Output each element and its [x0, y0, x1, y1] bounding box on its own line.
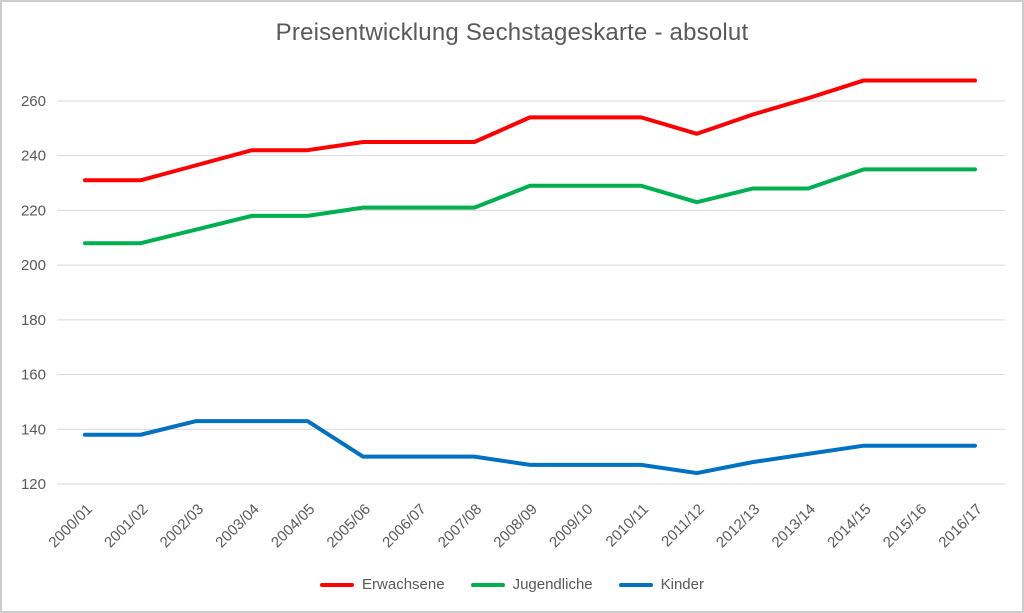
x-tick-label-2000-01: 2000/01: [45, 501, 95, 551]
legend-label-kinder: Kinder: [660, 576, 704, 593]
x-tick-label-2005-06: 2005/06: [324, 501, 374, 551]
x-tick-label-2008-09: 2008/09: [490, 501, 540, 551]
x-tick-label-2011-12: 2011/12: [658, 501, 708, 551]
x-tick-label-2009-10: 2009/10: [546, 501, 596, 551]
y-tick-label-240: 240: [21, 148, 46, 165]
legend-item-jugendliche: Jugendliche: [470, 576, 593, 593]
y-tick-label-160: 160: [21, 367, 46, 384]
legend-swatch-jugendliche: [470, 582, 505, 587]
chart-title: Preisentwicklung Sechstageskarte - absol…: [275, 19, 749, 46]
x-tick-label-2006-07: 2006/07: [379, 501, 429, 551]
x-tick-label-2013-14: 2013/14: [769, 501, 819, 551]
legend-label-erwachsene: Erwachsene: [362, 576, 445, 593]
legend-item-kinder: Kinder: [618, 576, 704, 593]
y-tick-label-200: 200: [21, 257, 46, 274]
y-tick-label-180: 180: [21, 312, 46, 329]
x-tick-label-2012-13: 2012/13: [713, 501, 763, 551]
legend-swatch-kinder: [618, 582, 653, 587]
series-line-kinder: [83, 419, 977, 476]
y-tick-label-260: 260: [21, 93, 46, 110]
legend-swatch-erwachsene: [320, 582, 355, 587]
x-tick-label-2014-15: 2014/15: [824, 501, 874, 551]
y-tick-label-220: 220: [21, 202, 46, 219]
legend-label-jugendliche: Jugendliche: [512, 576, 593, 593]
legend: Erwachsene Jugendliche Kinder: [2, 577, 1022, 592]
y-tick-label-120: 120: [21, 476, 46, 493]
legend-item-erwachsene: Erwachsene: [320, 577, 445, 592]
x-tick-label-2001-02: 2001/02: [101, 501, 151, 551]
series-line-erwachsene: [83, 78, 977, 183]
x-tick-label-2002-03: 2002/03: [157, 501, 207, 551]
x-tick-label-2015-16: 2015/16: [880, 501, 930, 551]
x-tick-label-2003-04: 2003/04: [212, 501, 262, 551]
x-tick-label-2004-05: 2004/05: [268, 501, 318, 551]
x-tick-label-2010-11: 2010/11: [603, 501, 653, 551]
x-tick-label-2016-17: 2016/17: [935, 501, 985, 551]
x-tick-label-2007-08: 2007/08: [435, 501, 485, 551]
series-line-jugendliche: [83, 167, 977, 246]
y-tick-label-140: 140: [21, 421, 46, 438]
